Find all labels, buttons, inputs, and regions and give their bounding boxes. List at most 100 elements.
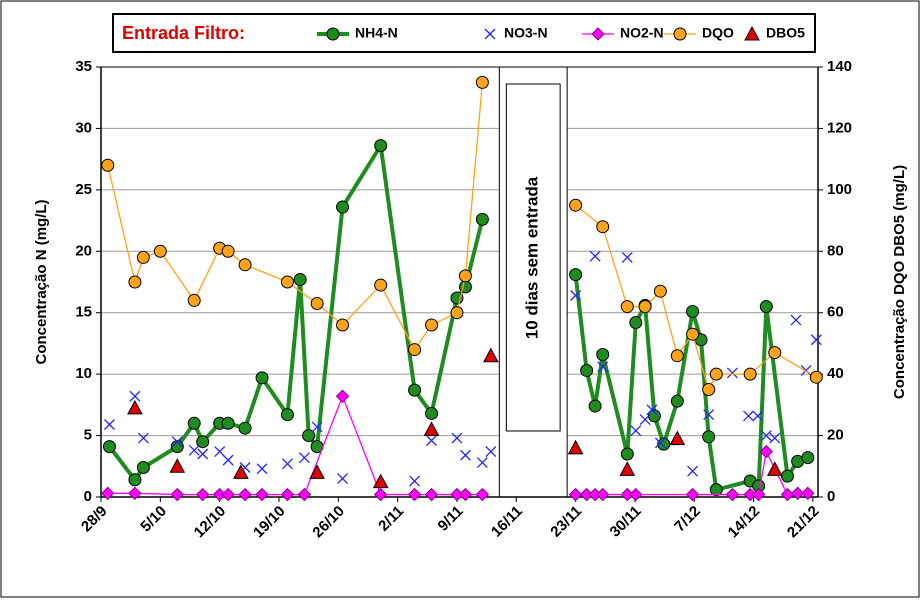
point (153, 244, 167, 258)
point (725, 487, 740, 502)
point (280, 275, 294, 289)
point (128, 473, 142, 487)
legend-marker (673, 27, 687, 41)
point (567, 439, 584, 455)
point (255, 371, 269, 385)
point (620, 300, 634, 314)
point (458, 487, 473, 502)
point (580, 363, 594, 377)
point (596, 220, 610, 234)
point (569, 268, 583, 282)
point (221, 487, 235, 502)
point (372, 473, 389, 489)
point (638, 300, 652, 314)
point (769, 432, 781, 444)
y-tick-label: 20 (75, 242, 92, 259)
y2-tick-label: 20 (827, 427, 844, 444)
point (374, 139, 388, 153)
point (336, 318, 350, 332)
point (670, 349, 684, 363)
point (780, 469, 794, 483)
legend-title: Entrada Filtro: (122, 23, 245, 43)
point (630, 425, 642, 437)
point (458, 280, 472, 294)
legend-marker (484, 28, 496, 40)
point (570, 290, 582, 301)
y2-tick-label: 140 (827, 58, 852, 75)
point (790, 486, 805, 501)
annotation: 10 dias sem entrada (523, 176, 542, 339)
point (407, 487, 422, 502)
point (451, 432, 463, 444)
legend-label: NH4-N (355, 25, 398, 41)
point (709, 483, 723, 497)
point (619, 461, 636, 476)
point (238, 421, 252, 435)
point (374, 278, 388, 292)
point (309, 464, 325, 479)
point (280, 408, 294, 422)
point (373, 487, 388, 502)
point (657, 437, 671, 451)
point (128, 486, 142, 501)
legend-box (112, 13, 816, 53)
point (302, 429, 316, 443)
point (801, 451, 815, 465)
y2-tick-label: 0 (827, 488, 835, 505)
point (569, 198, 583, 212)
point (423, 421, 440, 436)
point (214, 446, 226, 458)
y2-tick-label: 60 (827, 304, 844, 321)
point (766, 461, 783, 476)
point (483, 347, 499, 363)
legend-marker (326, 27, 340, 41)
point (597, 361, 609, 373)
point (670, 394, 684, 408)
y2-tick-label: 80 (827, 242, 844, 259)
point (238, 487, 252, 502)
point (459, 449, 471, 461)
y2-tick-label: 40 (827, 365, 844, 382)
point (568, 487, 583, 502)
point (686, 327, 700, 341)
y-axis-label: Concentração N (mg/L) (33, 199, 50, 364)
point (790, 314, 802, 326)
point (703, 409, 715, 421)
point (485, 446, 497, 458)
point (337, 473, 349, 485)
y-tick-label: 35 (75, 58, 92, 75)
point (759, 444, 774, 459)
point (588, 399, 602, 413)
point (255, 487, 269, 502)
point (760, 430, 772, 442)
point (188, 444, 200, 456)
point (195, 487, 210, 502)
point (702, 383, 716, 396)
point (187, 416, 201, 430)
legend-label: DBO5 (766, 25, 805, 41)
point (102, 440, 116, 454)
point (170, 440, 184, 454)
point (104, 419, 115, 430)
point (293, 273, 307, 287)
point (425, 318, 439, 332)
point (809, 370, 823, 384)
point (801, 486, 815, 501)
point (702, 430, 716, 444)
y-tick-label: 5 (84, 427, 92, 444)
point (685, 487, 700, 502)
point (137, 432, 149, 444)
point (653, 284, 667, 298)
point (297, 487, 312, 502)
legend-label: DQO (702, 25, 734, 41)
point (743, 410, 754, 422)
point (629, 316, 643, 330)
point (233, 464, 249, 479)
point (256, 463, 268, 475)
point (222, 454, 234, 466)
legend-label: NO2-N (620, 25, 664, 41)
point (629, 487, 643, 502)
point (129, 390, 141, 402)
point (170, 487, 184, 502)
